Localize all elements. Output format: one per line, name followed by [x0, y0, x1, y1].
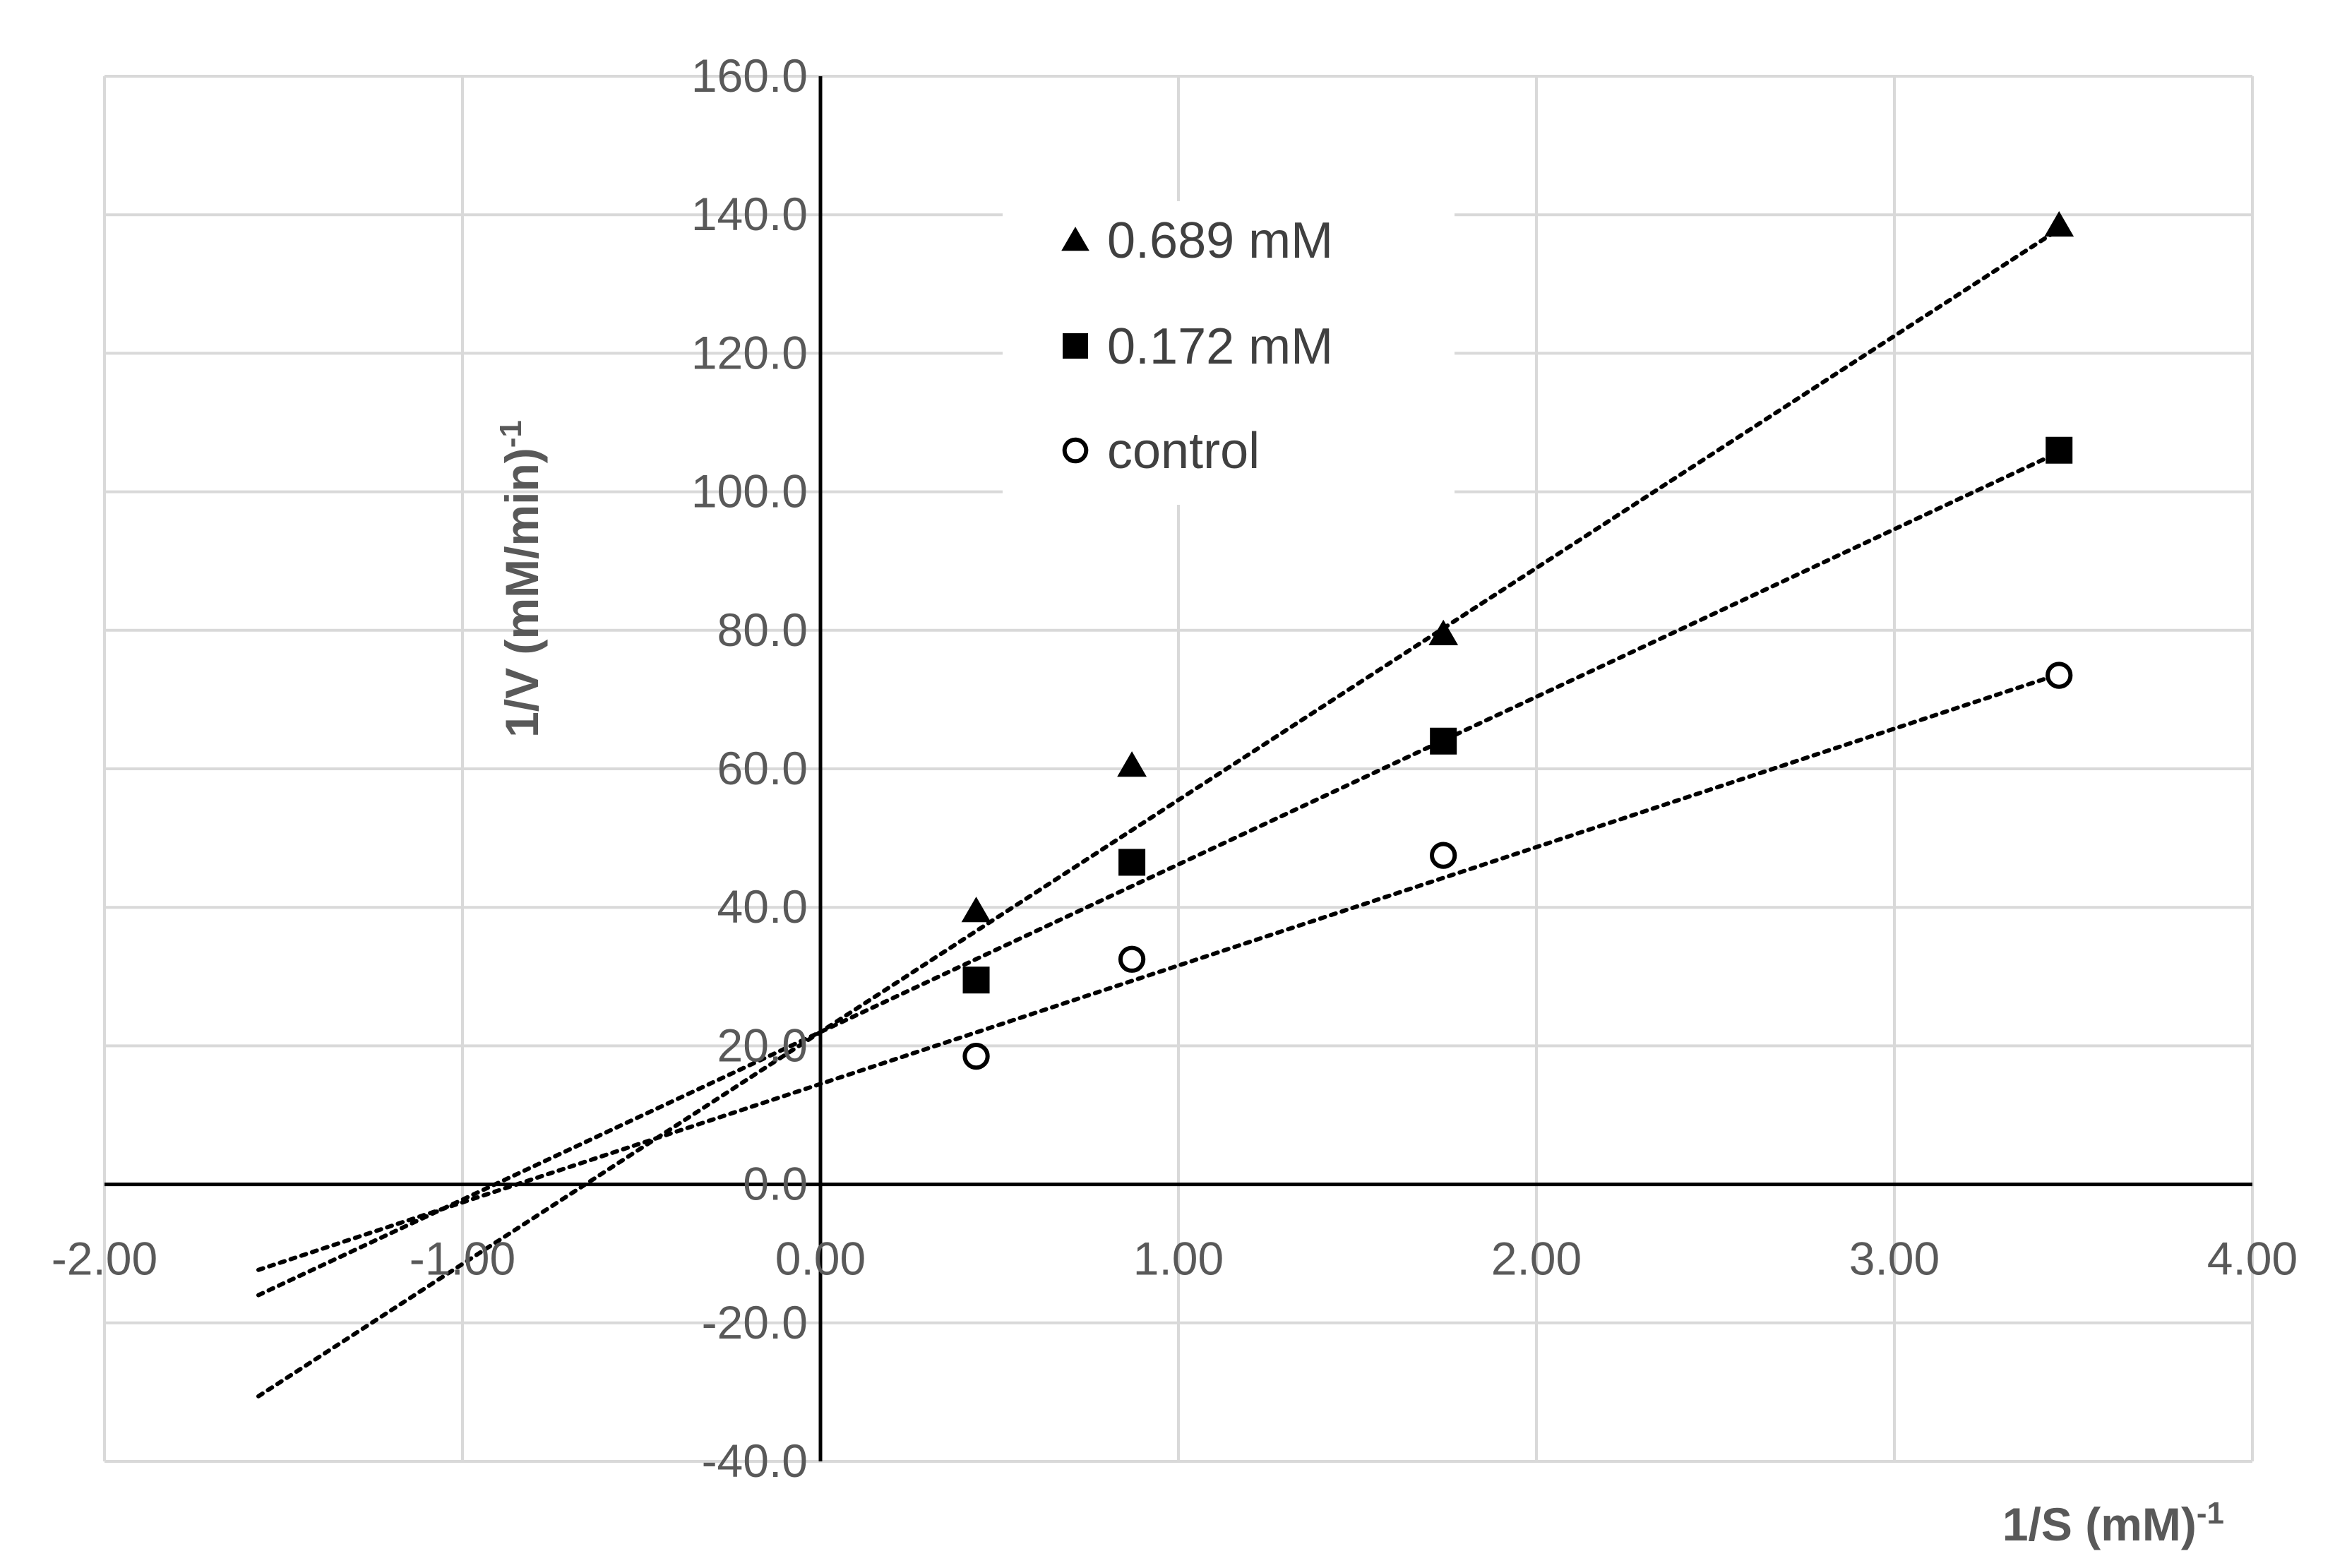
x-tick-label: -2.00 [52, 1233, 157, 1285]
data-point [1430, 842, 1457, 869]
legend-marker [1061, 227, 1089, 251]
x-tick-label: 3.00 [1849, 1233, 1940, 1285]
x-tick-label: 1.00 [1133, 1233, 1224, 1285]
x-tick-label: 0.00 [775, 1233, 866, 1285]
legend-marker [1063, 333, 1088, 359]
legend-label: 0.172 mM [1107, 318, 1333, 375]
y-tick-label: -20.0 [702, 1296, 808, 1348]
y-tick-label: 80.0 [717, 604, 808, 656]
x-axis-title-superscript: -1 [2197, 1496, 2224, 1531]
axes [104, 76, 2252, 1461]
legend-marker [1062, 437, 1089, 464]
trendline [256, 450, 2062, 1298]
y-tick-label: -40.0 [702, 1435, 808, 1487]
trendline [256, 227, 2062, 1399]
y-axis-title-superscript: -1 [494, 420, 528, 448]
data-markers [961, 210, 2074, 1070]
x-tick-label: 2.00 [1491, 1233, 1582, 1285]
y-tick-label: 140.0 [691, 188, 808, 240]
y-tick-label: 20.0 [717, 1019, 808, 1071]
x-axis-title-text: 1/S (mM) [2002, 1498, 2197, 1550]
data-point [962, 1042, 990, 1070]
gridlines [103, 75, 2254, 1463]
data-point [961, 897, 991, 923]
data-point [2046, 662, 2073, 689]
data-point [1118, 945, 1146, 973]
y-tick-labels: -40.0 -20.0 0.0 20.0 40.0 60.0 80.0 100.0 120.0 1… [691, 49, 808, 1487]
x-tick-labels: -2.00 -1.00 0.00 1.00 2.00 3.00 4.00 [52, 1233, 2298, 1285]
legend: 0.689 mM 0.172 mM control [1003, 201, 1455, 505]
y-tick-label: 60.0 [717, 742, 808, 794]
y-tick-label: 0.0 [743, 1158, 808, 1210]
legend-label: control [1107, 423, 1260, 479]
x-tick-label: -1.00 [410, 1233, 515, 1285]
data-point [2044, 210, 2074, 237]
legend-label: 0.689 mM [1107, 213, 1333, 269]
data-point [1428, 619, 1459, 645]
x-tick-label: 4.00 [2207, 1233, 2298, 1285]
data-point [1117, 751, 1147, 777]
trendlines [256, 227, 2062, 1399]
data-point [962, 966, 990, 994]
y-axis-title-text: 1/V (mM/min) [496, 448, 548, 738]
trendline [256, 671, 2062, 1272]
y-tick-label: 40.0 [717, 880, 808, 933]
y-tick-label: 160.0 [691, 49, 808, 102]
data-point [1430, 727, 1457, 755]
x-axis-title: 1/S (mM)-1 [2002, 1496, 2224, 1550]
data-point [2046, 436, 2073, 464]
data-point [1118, 849, 1146, 876]
y-axis-title: 1/V (mM/min)-1 [494, 420, 548, 738]
y-tick-label: 100.0 [691, 465, 808, 517]
y-tick-label: 120.0 [691, 326, 808, 378]
